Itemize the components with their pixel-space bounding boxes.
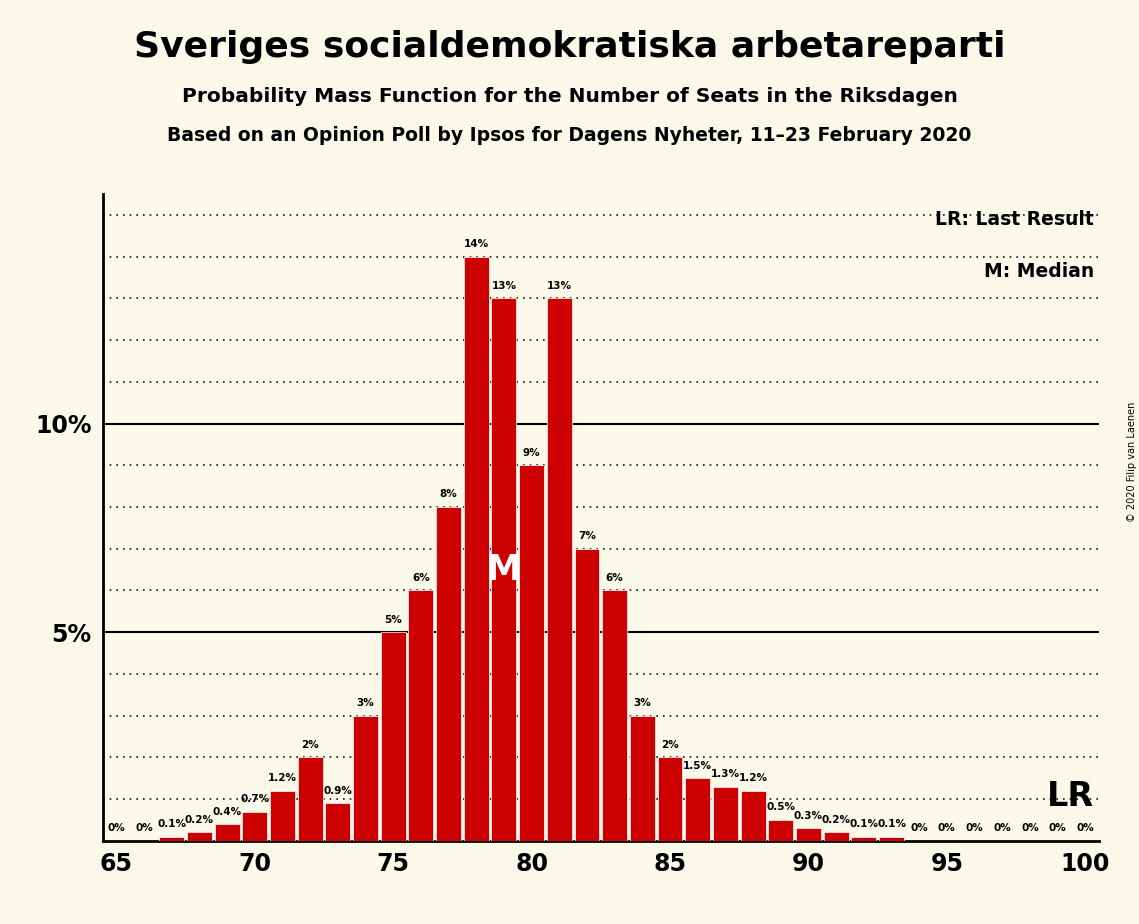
Bar <box>159 836 185 841</box>
Text: Probability Mass Function for the Number of Seats in the Riksdagen: Probability Mass Function for the Number… <box>181 87 958 106</box>
Text: 1.2%: 1.2% <box>738 773 768 784</box>
Text: 0%: 0% <box>1076 823 1095 833</box>
Text: 3%: 3% <box>633 699 652 708</box>
Text: 9%: 9% <box>523 448 540 457</box>
Text: 6%: 6% <box>606 573 623 583</box>
Bar <box>879 836 904 841</box>
Bar <box>713 786 738 841</box>
Text: 5%: 5% <box>384 614 402 625</box>
Text: 0.7%: 0.7% <box>240 794 269 804</box>
Text: 0.1%: 0.1% <box>157 820 186 829</box>
Bar <box>187 833 212 841</box>
Bar <box>796 828 821 841</box>
Text: © 2020 Filip van Laenen: © 2020 Filip van Laenen <box>1128 402 1137 522</box>
Text: 0.2%: 0.2% <box>821 815 851 825</box>
Bar <box>823 833 849 841</box>
Text: 13%: 13% <box>547 281 572 291</box>
Bar <box>851 836 876 841</box>
Bar <box>326 803 351 841</box>
Text: 0%: 0% <box>136 823 153 833</box>
Bar <box>353 716 378 841</box>
Bar <box>436 507 461 841</box>
Text: Sveriges socialdemokratiska arbetareparti: Sveriges socialdemokratiska arbetarepart… <box>133 30 1006 64</box>
Text: 0.3%: 0.3% <box>794 811 823 821</box>
Text: 0%: 0% <box>939 823 956 833</box>
Text: 0%: 0% <box>910 823 928 833</box>
Text: 13%: 13% <box>491 281 516 291</box>
Bar <box>657 758 682 841</box>
Bar <box>603 590 628 841</box>
Text: 1.2%: 1.2% <box>268 773 297 784</box>
Bar <box>519 466 544 841</box>
Bar <box>464 257 489 841</box>
Text: 2%: 2% <box>661 740 679 750</box>
Text: 0%: 0% <box>1021 823 1039 833</box>
Text: 0.1%: 0.1% <box>877 820 906 829</box>
Text: 2%: 2% <box>301 740 319 750</box>
Bar <box>547 298 572 841</box>
Bar <box>409 590 433 841</box>
Bar <box>740 791 765 841</box>
Bar <box>270 791 295 841</box>
Text: 0.1%: 0.1% <box>850 820 878 829</box>
Text: 7%: 7% <box>579 531 596 541</box>
Text: 0.2%: 0.2% <box>185 815 214 825</box>
Text: LR: LR <box>1047 781 1095 813</box>
Text: 0%: 0% <box>966 823 983 833</box>
Text: LR: Last Result: LR: Last Result <box>935 211 1095 229</box>
Bar <box>380 632 405 841</box>
Text: 6%: 6% <box>412 573 429 583</box>
Text: 0.4%: 0.4% <box>213 807 241 817</box>
Bar <box>214 824 239 841</box>
Text: 0%: 0% <box>107 823 125 833</box>
Text: 0%: 0% <box>1049 823 1066 833</box>
Text: 14%: 14% <box>464 239 489 249</box>
Text: 1.3%: 1.3% <box>711 769 740 779</box>
Bar <box>297 758 322 841</box>
Text: 0.5%: 0.5% <box>767 802 795 812</box>
Text: 8%: 8% <box>440 490 458 500</box>
Bar <box>243 811 268 841</box>
Bar <box>574 549 599 841</box>
Text: 0.9%: 0.9% <box>323 785 352 796</box>
Text: 1.5%: 1.5% <box>683 760 712 771</box>
Text: 0%: 0% <box>993 823 1011 833</box>
Text: M: M <box>486 553 522 587</box>
Text: Based on an Opinion Poll by Ipsos for Dagens Nyheter, 11–23 February 2020: Based on an Opinion Poll by Ipsos for Da… <box>167 126 972 145</box>
Text: 3%: 3% <box>357 699 375 708</box>
Bar <box>630 716 655 841</box>
Bar <box>491 298 516 841</box>
Bar <box>686 778 711 841</box>
Bar <box>769 820 793 841</box>
Text: M: Median: M: Median <box>984 262 1095 281</box>
